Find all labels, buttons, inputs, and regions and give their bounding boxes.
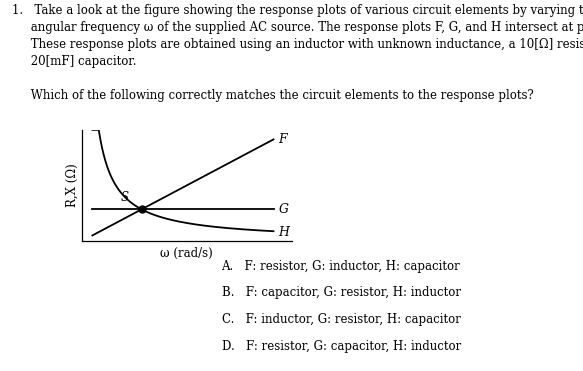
Text: S: S [121,191,129,204]
Y-axis label: R,X (Ω): R,X (Ω) [66,164,79,207]
Text: H: H [278,226,289,239]
Text: C.   F: inductor, G: resistor, H: capacitor: C. F: inductor, G: resistor, H: capacito… [222,313,461,326]
X-axis label: ω (rad/s): ω (rad/s) [160,247,213,260]
Text: A.   F: resistor, G: inductor, H: capacitor: A. F: resistor, G: inductor, H: capacito… [222,260,461,273]
Text: F: F [278,133,287,146]
Text: B.   F: capacitor, G: resistor, H: inductor: B. F: capacitor, G: resistor, H: inducto… [222,286,461,299]
Text: D.   F: resistor, G: capacitor, H: inductor: D. F: resistor, G: capacitor, H: inducto… [222,340,461,353]
Text: G: G [278,203,289,216]
Text: 1.   Take a look at the figure showing the response plots of various circuit ele: 1. Take a look at the figure showing the… [12,4,583,102]
